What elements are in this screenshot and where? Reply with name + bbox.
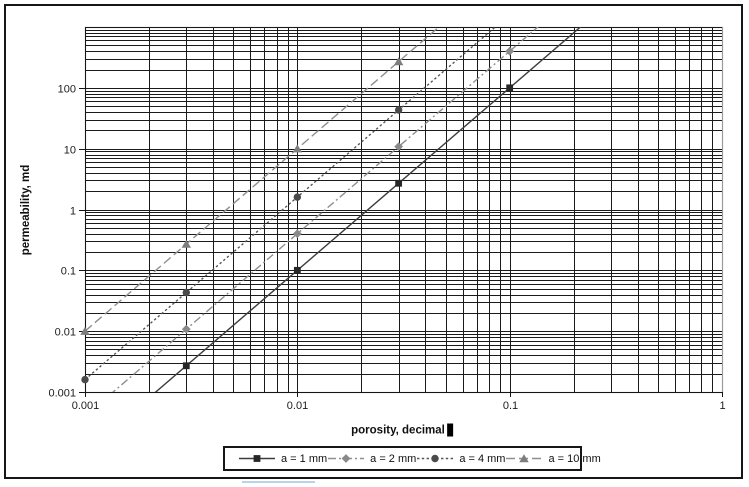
legend-item: a = 2 mm <box>327 453 416 465</box>
series-line-0 <box>154 27 582 392</box>
legend-label: a = 4 mm <box>459 452 506 465</box>
square-marker-icon <box>182 362 190 370</box>
y-axis-title: permeability, md <box>20 164 32 256</box>
circle-marker-icon <box>293 193 302 201</box>
triangle-marker-icon <box>181 239 192 248</box>
triangle-marker-icon <box>393 57 404 66</box>
diamond-marker-icon <box>505 46 515 56</box>
legend-item: a = 10 mm <box>505 452 601 465</box>
legend-label: a = 1 mm <box>281 452 328 465</box>
series-line-3 <box>85 27 440 332</box>
x-axis-title: porosity, decimal <box>351 424 445 436</box>
y-tick-label: 0.01 <box>55 327 76 339</box>
diamond-marker-icon <box>394 142 404 152</box>
circle-marker-icon <box>394 106 403 114</box>
y-tick-label: 100 <box>58 84 76 96</box>
legend: a = 1 mm a = 2 mm a = 4 mm a = 10 mm <box>223 446 601 471</box>
square-marker-icon <box>253 455 261 462</box>
highlight-underline <box>242 481 315 483</box>
x-axis-title-group: porosity, decimal <box>351 423 453 437</box>
square-marker-icon <box>395 179 403 187</box>
series-lines <box>85 27 582 392</box>
legend-label: a = 10 mm <box>548 452 601 465</box>
triangle-marker-icon <box>292 144 303 153</box>
x-tick-label: 0.01 <box>287 400 308 412</box>
series-line-2 <box>85 27 497 381</box>
legend-label: a = 2 mm <box>370 452 417 465</box>
y-tick-label: 0.1 <box>61 266 76 278</box>
diamond-marker-icon <box>181 324 191 334</box>
x-tick-label: 0.001 <box>72 400 100 412</box>
triangle-marker-icon <box>80 326 90 335</box>
legend-item: a = 4 mm <box>416 453 505 465</box>
diamond-marker-icon <box>341 454 351 463</box>
x-tick-label: 0.1 <box>503 400 518 412</box>
series-line-sample-icon <box>506 454 543 463</box>
circle-marker-icon <box>81 375 89 384</box>
text-cursor <box>446 423 453 437</box>
circle-marker-icon <box>182 288 191 297</box>
series-line-sample-icon <box>239 455 275 462</box>
square-marker-icon <box>293 266 301 274</box>
x-tick-label: 1 <box>719 400 725 412</box>
square-marker-icon <box>506 84 514 92</box>
y-tick-label: 0.001 <box>48 388 76 400</box>
gridlines <box>85 27 722 392</box>
y-tick-label: 10 <box>64 145 76 157</box>
diamond-marker-icon <box>292 229 302 239</box>
circle-marker-icon <box>431 454 440 463</box>
y-tick-label: 1 <box>70 206 76 218</box>
series-markers <box>80 46 515 384</box>
series-line-sample-icon <box>328 454 365 463</box>
legend-item: a = 1 mm <box>238 453 327 465</box>
series-line-1 <box>112 27 539 392</box>
series-line-sample-icon <box>417 454 454 463</box>
triangle-marker-icon <box>519 454 530 463</box>
